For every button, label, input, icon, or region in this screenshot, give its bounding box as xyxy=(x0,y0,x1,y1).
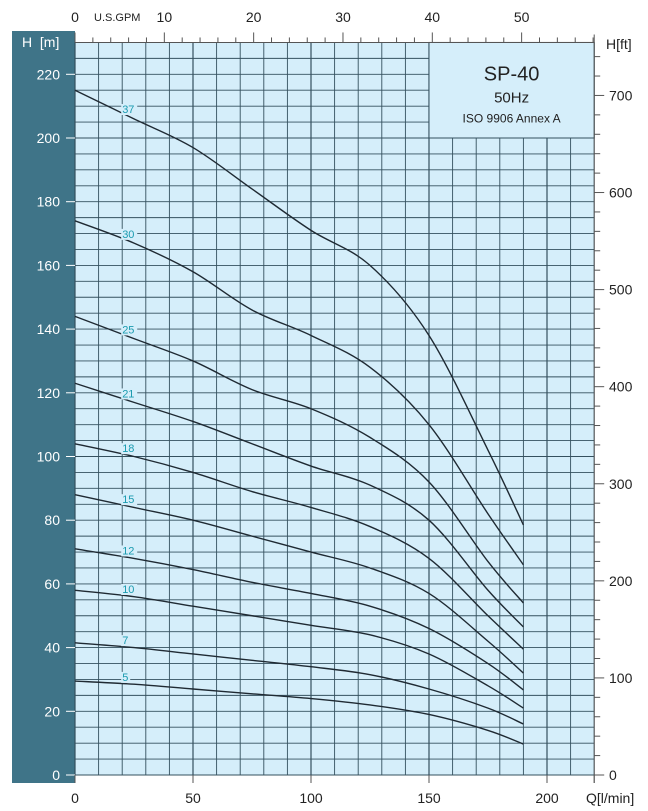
y2-tick-label: 100 xyxy=(609,670,633,686)
curve-label-bg xyxy=(121,584,138,596)
curve-5 xyxy=(74,680,524,745)
curve-label-bg xyxy=(121,494,138,506)
curve-label: 7 xyxy=(122,635,128,647)
title-box: SP-40 50Hz ISO 9906 Annex A xyxy=(428,41,595,139)
curve-label: 21 xyxy=(122,388,134,400)
x-tick-label: 150 xyxy=(417,790,441,806)
y-tick-label: 80 xyxy=(44,512,60,528)
curve-10 xyxy=(74,589,524,709)
curve-label: 37 xyxy=(122,104,134,116)
x-tick-label: 200 xyxy=(535,790,559,806)
y-tick-label: 60 xyxy=(44,576,60,592)
y-axis-label: H [m] xyxy=(22,34,59,50)
curve-label: 25 xyxy=(122,324,134,336)
x2-axis-label: U.S.GPM xyxy=(94,12,140,24)
curve-label-bg xyxy=(121,324,138,336)
y-tick-label: 200 xyxy=(37,130,61,146)
x2-tick-label: 40 xyxy=(425,9,441,25)
curve-label-bg xyxy=(121,671,131,683)
curve-25 xyxy=(74,315,524,604)
curves: 37 30 25 21 18 15 12 10 7 5 xyxy=(74,89,525,745)
y2-tick-label: 700 xyxy=(609,87,633,103)
left-axis-bar xyxy=(12,31,75,783)
x-axis-label: Q[l/min] xyxy=(586,790,634,806)
curve-label: 12 xyxy=(122,545,134,557)
y2-tick-label: 500 xyxy=(609,282,633,298)
curve-30 xyxy=(74,220,524,566)
y-tick-label: 100 xyxy=(37,449,61,465)
curve-label: 15 xyxy=(122,494,134,506)
title-box-bg xyxy=(428,41,595,139)
curve-label: 18 xyxy=(122,443,134,455)
y-tick-label: 160 xyxy=(37,257,61,273)
x2-tick-label: 10 xyxy=(157,9,173,25)
curve-12 xyxy=(74,548,524,691)
curve-label-bg xyxy=(121,443,138,455)
y-tick-label: 220 xyxy=(37,66,61,82)
curve-label-bg xyxy=(121,388,138,400)
curve-label-bg xyxy=(121,635,131,647)
chart-title: SP-40 xyxy=(484,63,540,85)
y-tick-label: 120 xyxy=(37,385,61,401)
x2-tick-label: 30 xyxy=(335,9,351,25)
y2-tick-label: 0 xyxy=(609,767,617,783)
curve-label: 5 xyxy=(122,672,128,684)
curve-37 xyxy=(74,89,525,526)
y-tick-label: 20 xyxy=(44,703,60,719)
y-tick-label: 40 xyxy=(44,640,60,656)
x2-tick-label: 0 xyxy=(71,9,79,25)
x2-tick-label: 50 xyxy=(514,9,530,25)
y-tick-label: 140 xyxy=(37,321,61,337)
curve-label-bg xyxy=(121,104,138,116)
x-tick-label: 50 xyxy=(185,790,201,806)
y2-tick-label: 300 xyxy=(609,476,633,492)
curve-15 xyxy=(74,494,524,674)
curve-label-bg xyxy=(121,228,138,240)
chart-note: ISO 9906 Annex A xyxy=(463,111,561,125)
curve-21 xyxy=(74,382,524,628)
y2-tick-label: 400 xyxy=(609,379,633,395)
x2-tick-label: 20 xyxy=(246,9,262,25)
x-tick-label: 0 xyxy=(71,790,79,806)
curve-label: 10 xyxy=(122,584,134,596)
curve-18 xyxy=(74,443,524,650)
curve-7 xyxy=(74,642,524,725)
curve-label-bg xyxy=(121,545,138,557)
y2-tick-label: 200 xyxy=(609,573,633,589)
axes: 0204060801001201401601802002200100200300… xyxy=(37,9,633,806)
y2-axis-label: H[ft] xyxy=(606,36,632,52)
y-tick-label: 180 xyxy=(37,194,61,210)
x-tick-label: 100 xyxy=(299,790,323,806)
chart-subtitle: 50Hz xyxy=(494,89,529,106)
curve-label: 30 xyxy=(122,229,134,241)
y-tick-label: 0 xyxy=(52,767,60,783)
grid xyxy=(74,42,595,776)
y2-tick-label: 600 xyxy=(609,185,633,201)
